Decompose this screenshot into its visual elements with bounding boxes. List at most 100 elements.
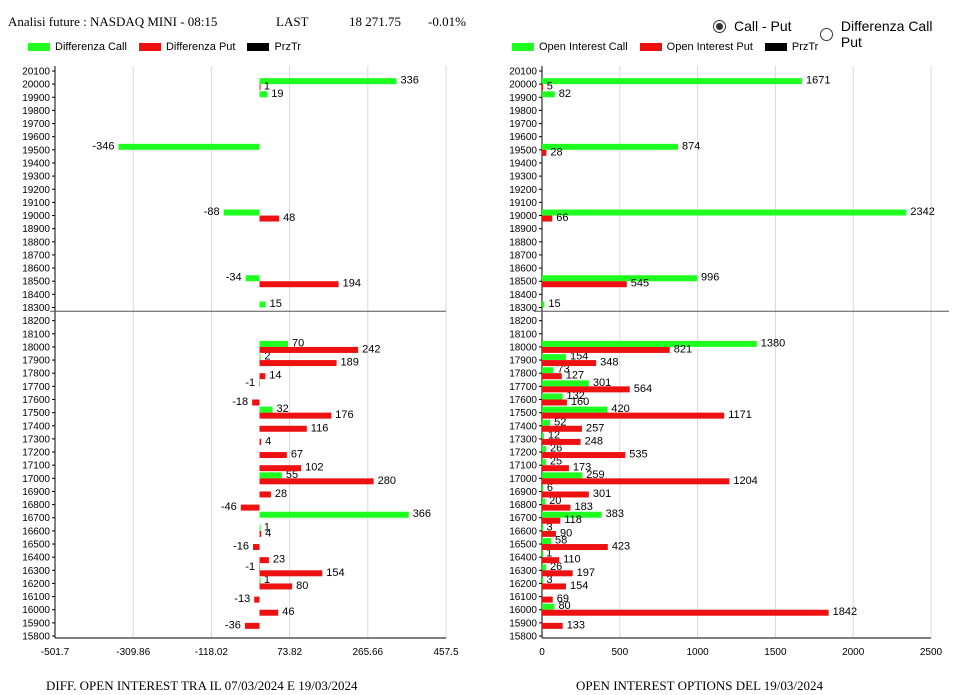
bar [542, 412, 725, 419]
bar [542, 570, 573, 577]
bar [542, 281, 627, 288]
bar [542, 373, 562, 380]
data-label: 3 [546, 574, 552, 586]
y-tick-label: 18200 [509, 316, 537, 327]
data-label: 535 [629, 449, 647, 461]
bar [118, 143, 260, 150]
y-tick-label: 17700 [509, 382, 537, 393]
bar [259, 557, 269, 564]
data-label: 118 [564, 514, 582, 526]
radio-call-put[interactable]: Call - Put [713, 18, 792, 34]
y-tick-label: 16600 [509, 526, 537, 537]
data-label: -34 [226, 272, 242, 284]
bar [542, 380, 589, 387]
y-tick-label: 16200 [509, 579, 537, 590]
bar [259, 215, 280, 222]
y-tick-label: 18400 [22, 290, 50, 301]
y-tick-label: 19900 [22, 93, 50, 104]
bar [259, 530, 262, 537]
x-tick-label: 1000 [686, 647, 709, 658]
data-label: 2 [264, 351, 270, 363]
bar [542, 340, 757, 347]
y-tick-label: 16500 [509, 540, 537, 551]
y-tick-label: 18800 [509, 237, 537, 248]
data-label: 110 [563, 554, 581, 566]
bar [259, 360, 337, 367]
bar [542, 538, 552, 545]
bar [542, 583, 566, 590]
y-tick-label: 17000 [22, 474, 50, 485]
x-tick-label: 1500 [764, 647, 787, 658]
data-label: 23 [273, 554, 285, 566]
y-tick-label: 16800 [509, 500, 537, 511]
data-label: 242 [362, 343, 380, 355]
data-label: 132 [567, 390, 585, 402]
bar [259, 609, 279, 616]
legend-right: Open Interest Call Open Interest Put Prz… [512, 41, 830, 53]
data-label: 383 [606, 508, 624, 520]
data-label: 48 [283, 212, 295, 224]
data-label: -346 [92, 140, 114, 152]
y-tick-label: 17600 [509, 395, 537, 406]
y-tick-label: 17000 [509, 474, 537, 485]
last-label: LAST [276, 14, 309, 29]
bar [223, 209, 260, 216]
bar [244, 622, 260, 629]
data-label: 248 [585, 435, 603, 447]
bar [542, 465, 569, 472]
bar [259, 301, 266, 308]
data-label: 1 [546, 548, 552, 560]
y-tick-label: 19500 [22, 145, 50, 156]
data-label: 1204 [733, 475, 757, 487]
data-label: 874 [682, 140, 700, 152]
data-label: 280 [378, 475, 396, 487]
y-tick-label: 16100 [509, 592, 537, 603]
radio-unselected-icon[interactable] [820, 27, 833, 41]
x-tick-label: -309.86 [116, 647, 150, 658]
data-label: 25 [550, 456, 562, 468]
y-tick-label: 19200 [509, 185, 537, 196]
bar [542, 425, 582, 432]
radio-selected-icon[interactable] [713, 19, 726, 33]
bar [259, 84, 261, 91]
x-tick-label: 265.66 [353, 647, 384, 658]
bar [542, 275, 697, 282]
radio-call-put-label: Call - Put [734, 18, 792, 34]
bar [259, 425, 307, 432]
y-tick-label: 19800 [509, 106, 537, 117]
legend-call-label: Open Interest Call [539, 41, 628, 53]
y-tick-label: 16100 [22, 592, 50, 603]
bar [542, 78, 803, 85]
x-tick-label: 500 [611, 647, 628, 658]
last-change: -0.01% [428, 14, 466, 29]
bar [259, 412, 332, 419]
y-tick-label: 17200 [22, 448, 50, 459]
y-tick-label: 20000 [509, 80, 537, 91]
data-label: 154 [570, 351, 588, 363]
data-label: 366 [413, 508, 431, 520]
bar [542, 406, 608, 413]
data-label: 102 [305, 462, 323, 474]
bar [259, 380, 261, 387]
y-tick-label: 16300 [509, 566, 537, 577]
data-label: 70 [292, 337, 304, 349]
data-label: 73 [557, 364, 569, 376]
y-tick-label: 19500 [509, 145, 537, 156]
left-chart-xlabel: DIFF. OPEN INTEREST TRA IL 07/03/2024 E … [46, 678, 358, 693]
y-tick-label: 20000 [22, 80, 50, 91]
y-tick-label: 18300 [509, 303, 537, 314]
bar [542, 478, 730, 485]
data-label: 1380 [761, 337, 785, 349]
y-tick-label: 17400 [509, 421, 537, 432]
bar [542, 215, 553, 222]
x-tick-label: 0 [539, 647, 545, 658]
y-tick-label: 19100 [509, 198, 537, 209]
bar [542, 530, 557, 537]
radio-differenza-call-put[interactable]: Differenza Call Put [820, 18, 956, 50]
data-label: 116 [311, 422, 329, 434]
y-tick-label: 15900 [22, 618, 50, 629]
legend-put-swatch [639, 43, 662, 51]
bar [542, 459, 546, 466]
data-label: 336 [400, 75, 418, 87]
data-label: 15 [548, 298, 560, 310]
